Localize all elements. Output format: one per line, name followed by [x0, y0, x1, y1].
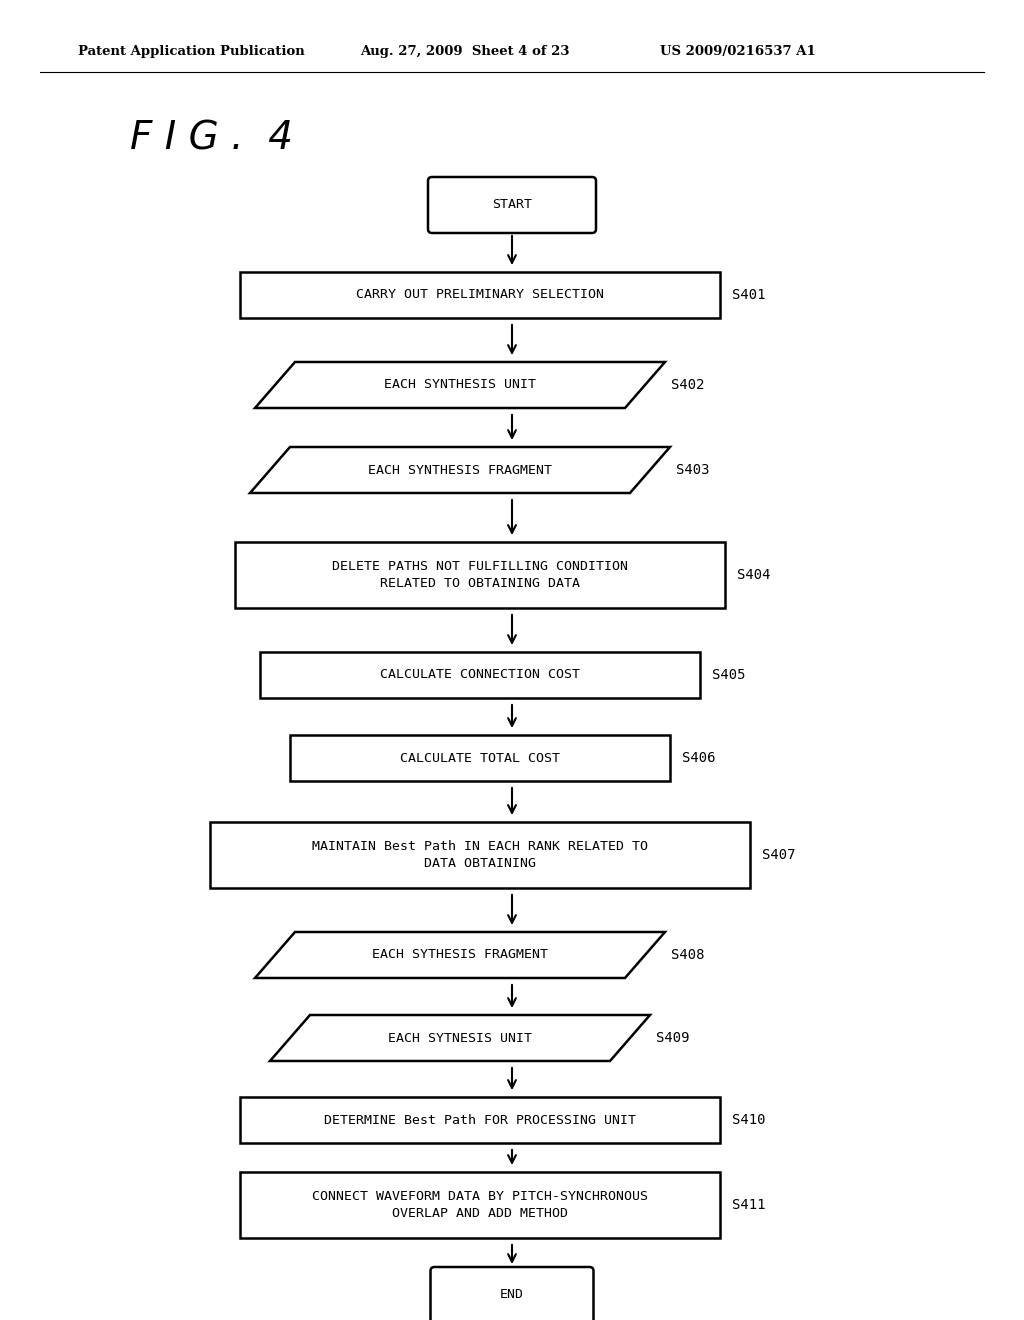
- Text: S402: S402: [671, 378, 705, 392]
- Text: MAINTAIN Best Path IN EACH RANK RELATED TO
DATA OBTAINING: MAINTAIN Best Path IN EACH RANK RELATED …: [312, 840, 648, 870]
- Text: F I G .  4: F I G . 4: [130, 119, 293, 157]
- Text: S407: S407: [762, 847, 796, 862]
- Polygon shape: [270, 1015, 650, 1061]
- Bar: [260, 652, 700, 698]
- Text: Patent Application Publication: Patent Application Publication: [78, 45, 305, 58]
- Text: S401: S401: [732, 288, 766, 302]
- Text: END: END: [500, 1288, 524, 1302]
- Polygon shape: [255, 362, 665, 408]
- Text: S410: S410: [732, 1113, 766, 1127]
- Text: CALCULATE TOTAL COST: CALCULATE TOTAL COST: [400, 751, 560, 764]
- FancyBboxPatch shape: [428, 177, 596, 234]
- Polygon shape: [250, 447, 670, 492]
- Bar: [240, 1172, 720, 1238]
- Text: S409: S409: [656, 1031, 689, 1045]
- Text: DELETE PATHS NOT FULFILLING CONDITION
RELATED TO OBTAINING DATA: DELETE PATHS NOT FULFILLING CONDITION RE…: [332, 560, 628, 590]
- Bar: [240, 1097, 720, 1143]
- Text: CONNECT WAVEFORM DATA BY PITCH-SYNCHRONOUS
OVERLAP AND ADD METHOD: CONNECT WAVEFORM DATA BY PITCH-SYNCHRONO…: [312, 1191, 648, 1220]
- Text: EACH SYTNESIS UNIT: EACH SYTNESIS UNIT: [388, 1031, 532, 1044]
- Text: S406: S406: [682, 751, 716, 766]
- Bar: [210, 822, 750, 888]
- Text: Aug. 27, 2009  Sheet 4 of 23: Aug. 27, 2009 Sheet 4 of 23: [360, 45, 569, 58]
- Text: S408: S408: [671, 948, 705, 962]
- Text: S411: S411: [732, 1199, 766, 1212]
- Text: CARRY OUT PRELIMINARY SELECTION: CARRY OUT PRELIMINARY SELECTION: [356, 289, 604, 301]
- Text: CALCULATE CONNECTION COST: CALCULATE CONNECTION COST: [380, 668, 580, 681]
- Text: S405: S405: [712, 668, 745, 682]
- Bar: [234, 543, 725, 609]
- Bar: [290, 735, 670, 781]
- Text: DETERMINE Best Path FOR PROCESSING UNIT: DETERMINE Best Path FOR PROCESSING UNIT: [324, 1114, 636, 1126]
- Text: START: START: [492, 198, 532, 211]
- Text: S403: S403: [676, 463, 710, 477]
- FancyBboxPatch shape: [430, 1267, 594, 1320]
- Text: EACH SYNTHESIS UNIT: EACH SYNTHESIS UNIT: [384, 379, 536, 392]
- Text: US 2009/0216537 A1: US 2009/0216537 A1: [660, 45, 816, 58]
- Bar: [240, 272, 720, 318]
- Text: EACH SYTHESIS FRAGMENT: EACH SYTHESIS FRAGMENT: [372, 949, 548, 961]
- Text: EACH SYNTHESIS FRAGMENT: EACH SYNTHESIS FRAGMENT: [368, 463, 552, 477]
- Polygon shape: [255, 932, 665, 978]
- Text: S404: S404: [737, 568, 770, 582]
